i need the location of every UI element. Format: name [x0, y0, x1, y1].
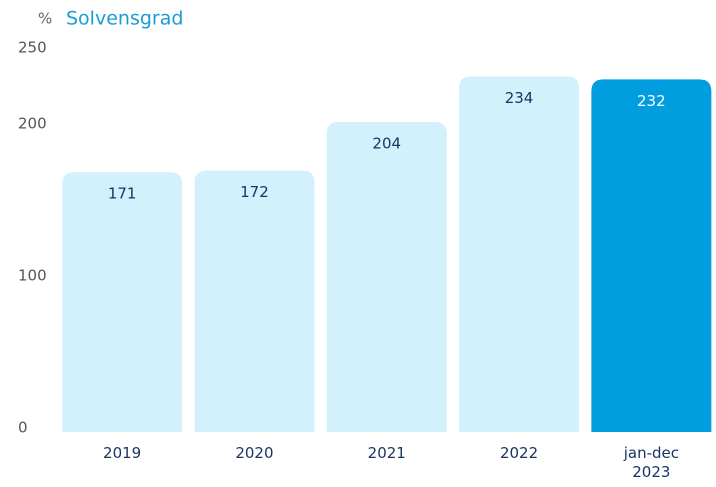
bar [326, 121, 447, 433]
y-tick-label: 0 [18, 419, 28, 437]
y-tick-label: 250 [18, 39, 47, 57]
x-tick-label: 2020 [235, 444, 274, 462]
bar [459, 76, 580, 432]
bar [62, 172, 183, 432]
x-tick-label: jan-dec 2023 [623, 444, 679, 481]
bar [591, 79, 712, 433]
chart-title: Solvensgrad [66, 8, 183, 30]
bar [194, 170, 315, 432]
x-tick-label: 2021 [367, 444, 406, 462]
y-tick-label: 100 [18, 267, 47, 285]
value-label: 234 [505, 89, 534, 107]
value-label: 232 [637, 92, 666, 110]
y-tick-label: 200 [18, 115, 47, 133]
value-label: 172 [240, 183, 269, 201]
x-tick-label: 2019 [103, 444, 142, 462]
value-label: 204 [372, 134, 401, 152]
value-label: 171 [108, 185, 137, 203]
y-axis-label: % [38, 10, 52, 28]
x-tick-label: 2022 [499, 444, 539, 462]
